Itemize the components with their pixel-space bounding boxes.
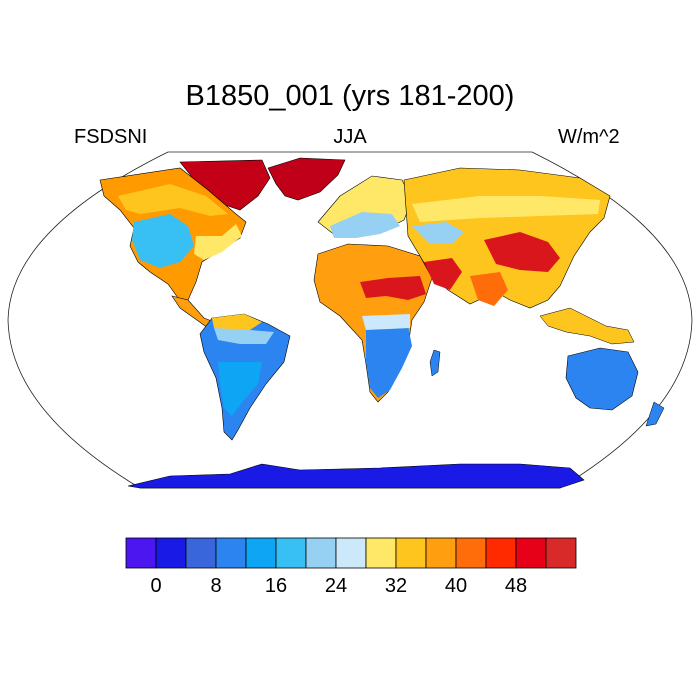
arabia-red <box>424 258 462 290</box>
colorbar-swatch <box>365 537 397 569</box>
colorbar-tick-label: 16 <box>265 575 287 597</box>
season-label: JJA <box>333 126 367 148</box>
na-west-blue <box>132 214 194 268</box>
sahara-red <box>360 276 426 300</box>
colorbar-swatch <box>305 537 337 569</box>
colorbar-swatch <box>395 537 427 569</box>
units-label: W/m^2 <box>558 126 620 148</box>
variable-label: FSDSNI <box>74 126 148 148</box>
colorbar-swatch <box>485 537 517 569</box>
colorbar-swatch <box>185 537 217 569</box>
colorbar-tick-label: 32 <box>385 575 407 597</box>
australia <box>565 347 639 411</box>
africa-sahel-light <box>362 314 410 330</box>
north-america-band <box>118 184 228 216</box>
colorbar-tick-label: 0 <box>150 575 161 597</box>
colorbar-swatch <box>335 537 367 569</box>
siberia-yellow <box>412 196 600 222</box>
greenland <box>267 157 346 201</box>
southeast-asia <box>539 307 635 345</box>
madagascar <box>429 349 441 377</box>
map-title: B1850_001 (yrs 181-200) <box>185 80 515 112</box>
colorbar-swatch <box>425 537 457 569</box>
new-zealand <box>645 401 665 427</box>
colorbar-swatch <box>275 537 307 569</box>
sa-north-orange <box>212 314 262 330</box>
antarctica <box>127 463 585 489</box>
colorbar-swatch <box>245 537 277 569</box>
colorbar-tick-label: 40 <box>445 575 467 597</box>
colorbar-swatch <box>125 537 157 569</box>
sa-south-blue <box>218 362 262 416</box>
colorbar-tick-label: 48 <box>505 575 527 597</box>
colorbar-swatch <box>455 537 487 569</box>
europe-blue <box>330 212 400 238</box>
colorbar-tick-label: 8 <box>210 575 221 597</box>
central-asia-blue <box>412 222 464 244</box>
colorbar-tick-label: 24 <box>325 575 347 597</box>
colorbar-swatch <box>155 537 187 569</box>
colorbar-swatch <box>545 537 577 569</box>
africa-south-blue <box>366 326 412 398</box>
colorbar-swatch <box>515 537 547 569</box>
na-east-yellow <box>194 224 242 260</box>
colorbar-swatch <box>215 537 247 569</box>
india-orange <box>470 272 508 306</box>
tibet-red <box>484 232 560 272</box>
sa-amazon-light <box>214 328 274 344</box>
